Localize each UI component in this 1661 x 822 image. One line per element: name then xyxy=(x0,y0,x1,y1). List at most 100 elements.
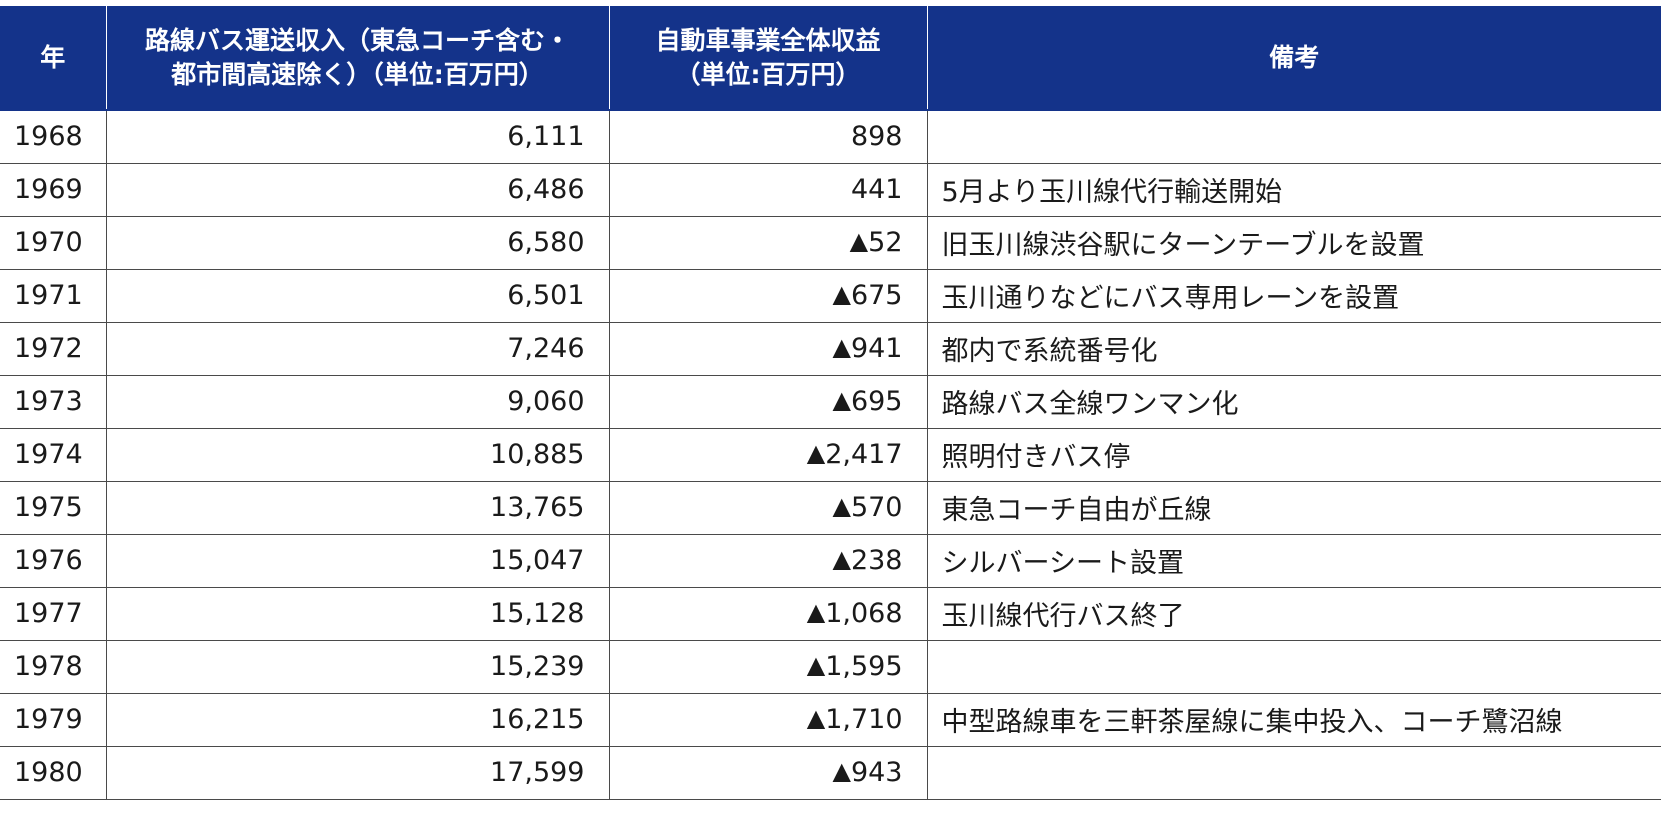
cell-bus-revenue: 17,599 xyxy=(105,746,609,800)
cell-note: 玉川線代行バス終了 xyxy=(926,587,1661,641)
auto-profit-value: 52 xyxy=(868,227,903,258)
negative-triangle-icon: ▲ xyxy=(832,333,851,361)
data-table-container: 年 路線バス運送収入（東急コーチ含む・ 都市間高速除く）（単位:百万円） 自動車… xyxy=(0,6,1661,800)
cell-auto-profit: ▲941 xyxy=(608,322,927,376)
header-year-label: 年 xyxy=(40,42,66,72)
cell-year: 1978 xyxy=(0,640,106,694)
cell-year: 1976 xyxy=(0,534,106,588)
table-row: 1970 6,580 ▲52 旧玉川線渋谷駅にターンテーブルを設置 xyxy=(0,216,1661,270)
cell-bus-revenue: 15,047 xyxy=(105,534,609,588)
cell-year: 1979 xyxy=(0,693,106,747)
auto-profit-value: 2,417 xyxy=(825,439,903,470)
cell-year: 1970 xyxy=(0,216,106,270)
table-row: 1976 15,047 ▲238 シルバーシート設置 xyxy=(0,534,1661,588)
auto-profit-value: 941 xyxy=(850,333,903,364)
cell-note: 路線バス全線ワンマン化 xyxy=(926,375,1661,429)
cell-bus-revenue: 6,501 xyxy=(105,269,609,323)
negative-triangle-icon: ▲ xyxy=(832,280,851,308)
auto-profit-value: 238 xyxy=(850,545,903,576)
cell-note xyxy=(926,110,1661,164)
cell-bus-revenue: 16,215 xyxy=(105,693,609,747)
cell-bus-revenue: 6,580 xyxy=(105,216,609,270)
header-auto-profit-line-2: （単位:百万円） xyxy=(675,59,861,89)
cell-year: 1974 xyxy=(0,428,106,482)
negative-triangle-icon: ▲ xyxy=(806,704,826,732)
cell-bus-revenue: 6,486 xyxy=(105,163,609,217)
cell-year: 1972 xyxy=(0,322,106,376)
header-bus-revenue-line-1: 路線バス運送収入（東急コーチ含む・ xyxy=(144,25,570,55)
cell-note: 東急コーチ自由が丘線 xyxy=(926,481,1661,535)
cell-auto-profit: ▲1,068 xyxy=(608,587,927,641)
cell-bus-revenue: 6,111 xyxy=(105,110,609,164)
cell-auto-profit: ▲695 xyxy=(608,375,927,429)
cell-auto-profit: 441 xyxy=(608,163,927,217)
table-row: 1975 13,765 ▲570 東急コーチ自由が丘線 xyxy=(0,481,1661,535)
cell-note: 都内で系統番号化 xyxy=(926,322,1661,376)
cell-year: 1975 xyxy=(0,481,106,535)
cell-auto-profit: 898 xyxy=(608,110,927,164)
cell-year: 1968 xyxy=(0,110,106,164)
negative-triangle-icon: ▲ xyxy=(806,439,826,467)
cell-year: 1969 xyxy=(0,163,106,217)
auto-profit-value: 441 xyxy=(850,174,903,205)
cell-note: 玉川通りなどにバス専用レーンを設置 xyxy=(926,269,1661,323)
auto-profit-value: 675 xyxy=(850,280,903,311)
auto-profit-value: 695 xyxy=(850,386,903,417)
cell-year: 1980 xyxy=(0,746,106,800)
negative-triangle-icon: ▲ xyxy=(832,545,851,573)
header-year: 年 xyxy=(0,6,106,111)
negative-triangle-icon: ▲ xyxy=(832,492,851,520)
negative-triangle-icon: ▲ xyxy=(832,757,851,785)
header-auto-profit-line-1: 自動車事業全体収益 xyxy=(655,25,881,55)
table-row: 1972 7,246 ▲941 都内で系統番号化 xyxy=(0,322,1661,376)
auto-profit-value: 943 xyxy=(850,757,903,788)
header-bus-revenue-line-2: 都市間高速除く）（単位:百万円） xyxy=(171,59,544,89)
cell-note: 旧玉川線渋谷駅にターンテーブルを設置 xyxy=(926,216,1661,270)
table-row: 1978 15,239 ▲1,595 xyxy=(0,640,1661,694)
cell-bus-revenue: 10,885 xyxy=(105,428,609,482)
table-header: 年 路線バス運送収入（東急コーチ含む・ 都市間高速除く）（単位:百万円） 自動車… xyxy=(0,6,1661,111)
cell-bus-revenue: 7,246 xyxy=(105,322,609,376)
header-auto-profit: 自動車事業全体収益 （単位:百万円） xyxy=(608,6,927,111)
cell-year: 1971 xyxy=(0,269,106,323)
table-body: 1968 6,111 898 1969 6,486 441 5月より玉川線代行輸送開始 197… xyxy=(0,110,1661,800)
cell-auto-profit: ▲52 xyxy=(608,216,927,270)
negative-triangle-icon: ▲ xyxy=(832,386,851,414)
revenue-history-table: 年 路線バス運送収入（東急コーチ含む・ 都市間高速除く）（単位:百万円） 自動車… xyxy=(0,6,1661,800)
negative-triangle-icon: ▲ xyxy=(806,598,826,626)
header-bus-revenue: 路線バス運送収入（東急コーチ含む・ 都市間高速除く）（単位:百万円） xyxy=(105,6,609,111)
cell-note: 5月より玉川線代行輸送開始 xyxy=(926,163,1661,217)
header-notes-label: 備考 xyxy=(1269,42,1320,72)
table-row: 1980 17,599 ▲943 xyxy=(0,746,1661,800)
header-row: 年 路線バス運送収入（東急コーチ含む・ 都市間高速除く）（単位:百万円） 自動車… xyxy=(0,6,1661,111)
auto-profit-value: 570 xyxy=(850,492,903,523)
table-row: 1979 16,215 ▲1,710 中型路線車を三軒茶屋線に集中投入、コーチ鷺沼線 xyxy=(0,693,1661,747)
table-row: 1974 10,885 ▲2,417 照明付きバス停 xyxy=(0,428,1661,482)
table-row: 1973 9,060 ▲695 路線バス全線ワンマン化 xyxy=(0,375,1661,429)
table-row: 1968 6,111 898 xyxy=(0,110,1661,164)
cell-auto-profit: ▲1,710 xyxy=(608,693,927,747)
cell-year: 1977 xyxy=(0,587,106,641)
cell-bus-revenue: 13,765 xyxy=(105,481,609,535)
cell-year: 1973 xyxy=(0,375,106,429)
cell-note xyxy=(926,746,1661,800)
negative-triangle-icon: ▲ xyxy=(806,651,826,679)
cell-auto-profit: ▲675 xyxy=(608,269,927,323)
cell-bus-revenue: 15,128 xyxy=(105,587,609,641)
cell-bus-revenue: 15,239 xyxy=(105,640,609,694)
auto-profit-value: 898 xyxy=(850,121,903,153)
cell-note: シルバーシート設置 xyxy=(926,534,1661,588)
cell-note: 照明付きバス停 xyxy=(926,428,1661,482)
auto-profit-value: 1,595 xyxy=(825,651,903,682)
cell-bus-revenue: 9,060 xyxy=(105,375,609,429)
header-notes: 備考 xyxy=(926,6,1661,111)
auto-profit-value: 1,068 xyxy=(825,598,903,629)
cell-note: 中型路線車を三軒茶屋線に集中投入、コーチ鷺沼線 xyxy=(926,693,1661,747)
cell-auto-profit: ▲1,595 xyxy=(608,640,927,694)
cell-auto-profit: ▲570 xyxy=(608,481,927,535)
auto-profit-value: 1,710 xyxy=(825,704,903,735)
cell-auto-profit: ▲238 xyxy=(608,534,927,588)
negative-triangle-icon: ▲ xyxy=(849,227,869,255)
cell-auto-profit: ▲2,417 xyxy=(608,428,927,482)
cell-note xyxy=(926,640,1661,694)
